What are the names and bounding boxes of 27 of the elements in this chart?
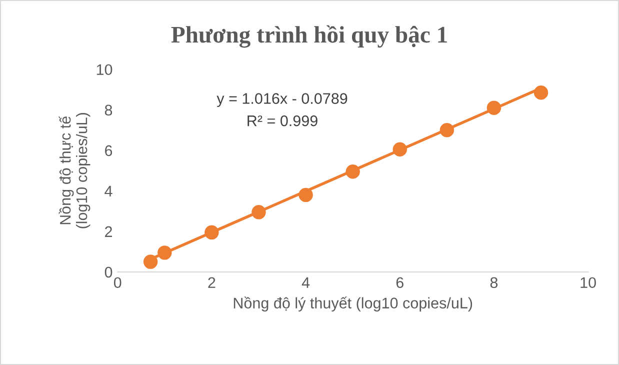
annotation: y = 1.016x - 0.0789	[216, 93, 348, 107]
x-tick-label: 8	[490, 277, 498, 288]
y-tick-label: 6	[105, 145, 112, 156]
y-axis-title: Nồng độ thực tế (log10 copies/uL)	[58, 112, 90, 228]
y-tick-label: 10	[96, 64, 112, 76]
y-tick-label: 8	[104, 104, 112, 116]
point	[534, 86, 548, 100]
x-axis-title: Nồng độ lý thuyết (log10 copies/uL)	[234, 296, 472, 312]
point	[486, 100, 502, 115]
x-tick-label: 10	[580, 277, 596, 288]
point	[252, 205, 266, 220]
point	[298, 188, 313, 202]
point	[346, 164, 360, 179]
point	[158, 246, 172, 260]
chart-title: Phương trình hồi quy bậc 1	[171, 25, 447, 48]
x-tick-label: 4	[302, 277, 310, 288]
annotation: R² = 0.999	[248, 115, 318, 126]
point	[204, 225, 219, 240]
y-tick-label: 2	[105, 226, 112, 237]
x-tick-label: 0	[114, 277, 122, 288]
x-tick-label: 6	[396, 277, 404, 288]
y-tick-label: 4	[104, 186, 112, 196]
point	[143, 254, 158, 269]
point	[440, 123, 454, 138]
point	[392, 142, 407, 156]
x-tick-label: 2	[208, 277, 216, 288]
y-tick-label: 0	[104, 266, 112, 278]
